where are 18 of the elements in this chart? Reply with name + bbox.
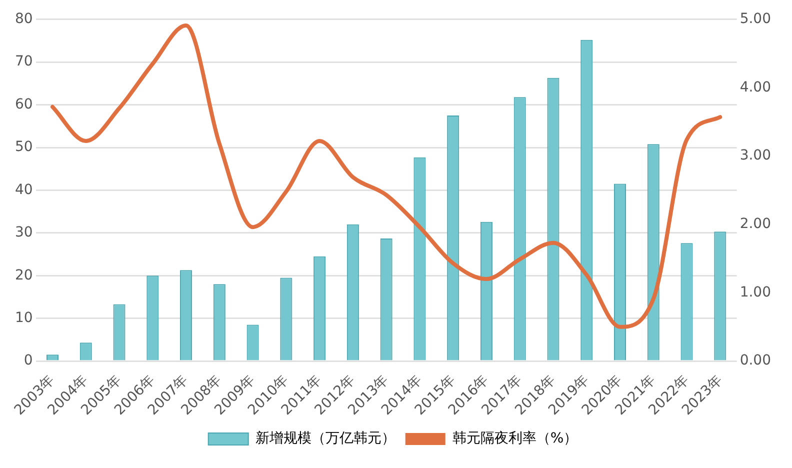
y2-tick-label: 3.00: [740, 148, 771, 164]
y2-tick-label: 5.00: [740, 11, 771, 28]
y2-tick-label: 2.00: [740, 216, 771, 232]
y2-tick-label: 0.00: [740, 352, 771, 369]
y-tick-label: 70: [14, 54, 33, 70]
y-tick-label: 40: [14, 182, 33, 198]
legend-label: 新增规模（万亿韩元）: [255, 430, 396, 447]
y2-tick-label: 4.00: [740, 79, 771, 96]
y-tick-label: 10: [14, 310, 33, 326]
y-tick-label: 50: [14, 139, 33, 156]
y-tick-label: 80: [14, 11, 33, 28]
y-tick-label: 60: [14, 96, 33, 112]
y-tick-label: 30: [14, 224, 33, 241]
y-tick-label: 20: [14, 267, 33, 284]
y2-tick-label: 1.00: [740, 284, 771, 300]
legend-label: 韩元隔夜利率（%）: [452, 430, 578, 447]
line-series: [50, 24, 722, 329]
y-tick-label: 0: [24, 352, 33, 369]
